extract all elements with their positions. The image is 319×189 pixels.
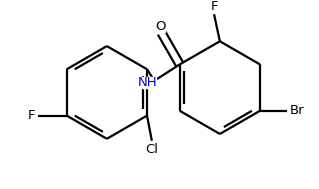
Text: Cl: Cl [145, 143, 158, 156]
Text: Br: Br [289, 104, 304, 117]
Bar [26, 111, 36, 120]
Text: NH: NH [138, 76, 158, 89]
Bar [289, 106, 304, 116]
Text: F: F [210, 0, 218, 13]
Text: F: F [27, 109, 35, 122]
Bar [140, 77, 156, 88]
Bar [209, 2, 219, 11]
Bar [146, 145, 158, 154]
Bar [156, 22, 165, 32]
Text: O: O [155, 20, 166, 33]
